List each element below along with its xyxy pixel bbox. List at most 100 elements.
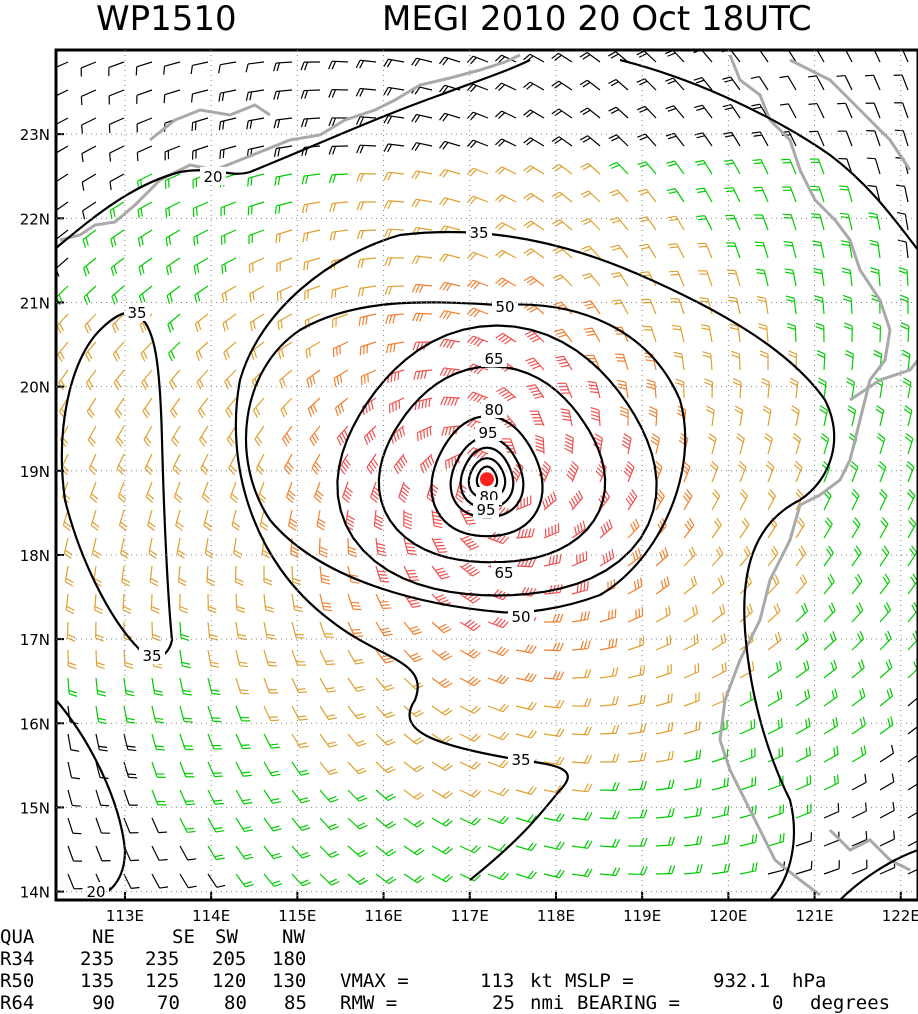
wind-barb bbox=[439, 112, 461, 122]
wind-barb bbox=[67, 845, 83, 862]
wind-barb bbox=[151, 873, 169, 889]
wind-barb bbox=[248, 229, 265, 245]
wind-barb bbox=[523, 275, 545, 287]
wind-barb bbox=[142, 397, 153, 419]
wind-barb bbox=[143, 425, 153, 447]
wind-barb bbox=[711, 489, 721, 511]
wind-barb bbox=[336, 425, 349, 446]
wind-barb bbox=[318, 537, 328, 558]
wind-barb bbox=[168, 341, 181, 362]
lat-tick-label: 18N bbox=[20, 547, 50, 565]
wind-barb bbox=[163, 89, 181, 104]
wind-barb bbox=[736, 433, 745, 455]
contour-label-bg bbox=[473, 500, 499, 518]
wind-barb bbox=[694, 104, 713, 119]
wind-barb bbox=[619, 406, 629, 427]
wind-barb bbox=[694, 159, 713, 175]
wind-barb bbox=[235, 677, 250, 695]
wind-barb bbox=[319, 705, 338, 721]
wind-barb bbox=[291, 593, 304, 613]
contour-label-bg bbox=[466, 223, 492, 241]
wind-barb bbox=[905, 460, 915, 483]
wind-barb bbox=[291, 733, 309, 749]
wind-barb bbox=[786, 322, 797, 343]
wind-barb bbox=[739, 517, 750, 539]
wind-barb bbox=[431, 705, 453, 716]
wind-barb bbox=[907, 573, 918, 595]
wind-barb bbox=[583, 327, 601, 343]
wind-barb bbox=[709, 460, 719, 483]
wind-barb bbox=[795, 660, 810, 679]
wind-barb bbox=[466, 251, 489, 261]
contour-20-southwest bbox=[56, 699, 127, 900]
wind-barb bbox=[726, 269, 741, 287]
wind-barb bbox=[555, 355, 573, 371]
wind-barb bbox=[876, 432, 886, 455]
wind-barb bbox=[683, 663, 700, 679]
wind-barb bbox=[894, 102, 909, 119]
wind-barb bbox=[636, 105, 657, 119]
wind-barb bbox=[248, 257, 265, 274]
wind-barb bbox=[85, 369, 97, 391]
wind-barb bbox=[789, 377, 799, 399]
wind-barb bbox=[149, 565, 159, 587]
wind-barb bbox=[249, 285, 265, 303]
wind-barb bbox=[795, 717, 811, 735]
wind-barb bbox=[694, 132, 713, 147]
wind-barb bbox=[819, 405, 828, 427]
wind-barb bbox=[655, 664, 672, 679]
wind-barb bbox=[355, 59, 377, 69]
r50-label: R50 bbox=[0, 970, 35, 992]
wind-barb bbox=[702, 351, 713, 371]
wind-barb bbox=[113, 369, 125, 391]
wind-barb bbox=[431, 873, 453, 883]
wind-barb bbox=[334, 397, 349, 417]
wind-barb bbox=[141, 369, 153, 391]
wind-barb bbox=[614, 353, 629, 371]
wind-barb bbox=[431, 537, 448, 554]
wind-barb bbox=[439, 197, 461, 206]
wind-barb bbox=[190, 61, 209, 75]
lon-tick-label: 114E bbox=[192, 907, 230, 925]
wind-barb bbox=[879, 488, 888, 511]
wind-barb bbox=[228, 453, 237, 475]
wind-barb bbox=[609, 217, 629, 231]
wind-barb bbox=[67, 817, 82, 835]
wind-barb bbox=[817, 377, 827, 399]
wind-barb bbox=[179, 817, 196, 833]
wind-barb bbox=[403, 789, 425, 800]
wind-barb bbox=[693, 76, 713, 91]
wind-barb bbox=[543, 642, 564, 652]
wind-barb bbox=[599, 838, 621, 848]
wind-barb bbox=[194, 285, 209, 304]
wind-barb bbox=[110, 229, 125, 248]
wind-barb bbox=[487, 617, 510, 629]
wind-barb bbox=[668, 243, 685, 259]
lat-tick-label: 19N bbox=[20, 463, 50, 481]
wind-barb bbox=[823, 831, 840, 847]
wind-barb bbox=[665, 132, 685, 147]
wind-barb bbox=[347, 593, 362, 611]
wind-barb bbox=[795, 631, 809, 651]
wind-barb bbox=[291, 789, 310, 804]
wind-barb bbox=[319, 761, 339, 776]
wind-barb bbox=[851, 659, 865, 679]
wind-barb bbox=[557, 382, 573, 399]
wind-barb bbox=[543, 812, 565, 822]
wind-barb bbox=[765, 460, 775, 483]
wind-barb bbox=[723, 131, 741, 147]
mslp-unit: hPa bbox=[792, 970, 827, 992]
wind-barb bbox=[431, 845, 453, 855]
wind-barb bbox=[291, 817, 311, 832]
wind-barb bbox=[375, 761, 396, 774]
wind-barb bbox=[373, 509, 384, 531]
lat-tick-label: 16N bbox=[20, 715, 50, 733]
wind-barb bbox=[466, 195, 489, 205]
wind-barb bbox=[144, 453, 153, 476]
wind-barb bbox=[851, 745, 867, 763]
wind-barb bbox=[851, 630, 865, 651]
wind-barb bbox=[66, 621, 76, 642]
wind-barb bbox=[411, 255, 433, 265]
contour-20-southeast bbox=[839, 848, 918, 900]
wind-barb bbox=[207, 705, 222, 723]
